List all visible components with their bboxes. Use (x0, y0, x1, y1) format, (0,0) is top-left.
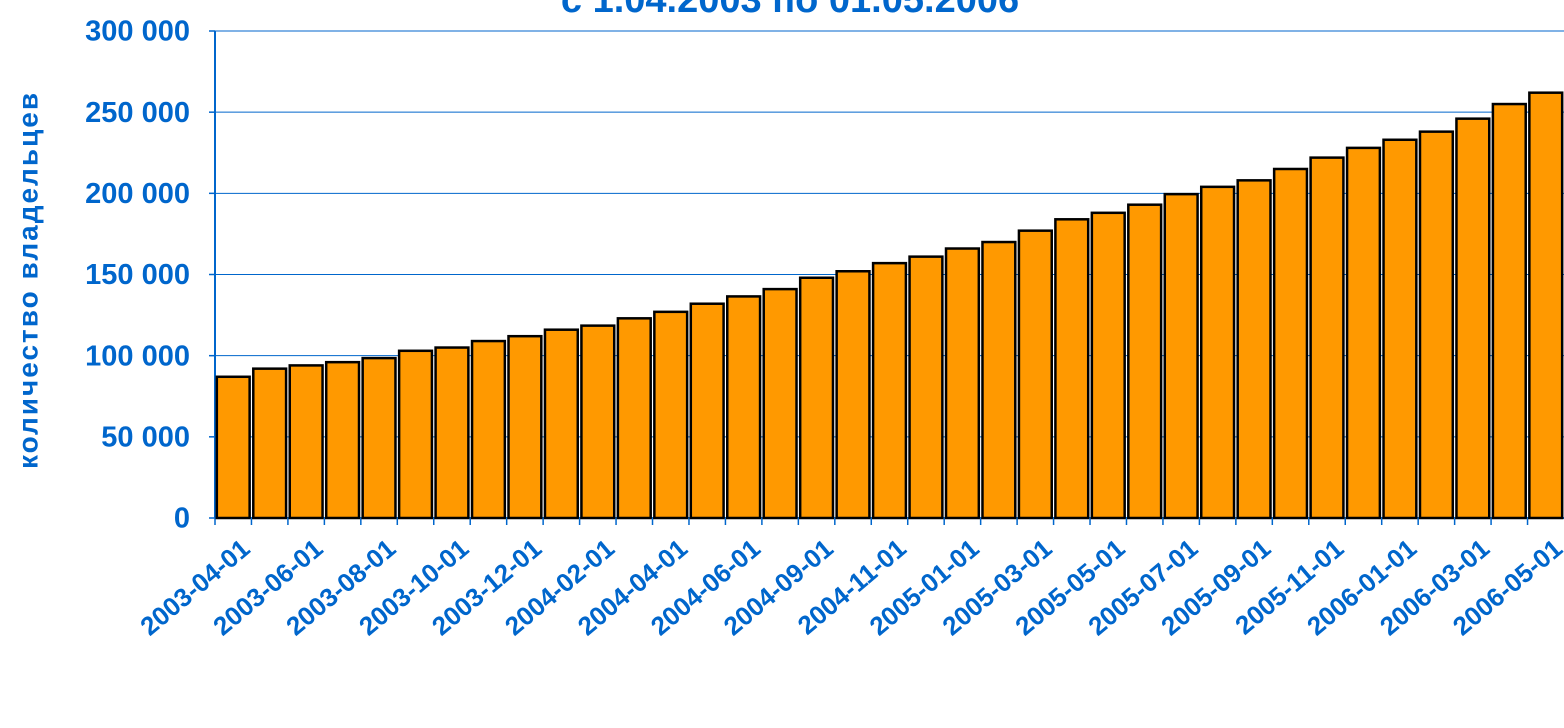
bar (252, 367, 288, 520)
bar (470, 339, 507, 520)
bar (798, 276, 835, 520)
bar (507, 334, 543, 520)
chart-title: с 1.04.2003 по 01.05.2006 (561, 0, 1019, 21)
bar (1199, 185, 1236, 520)
bar (1090, 211, 1126, 520)
bar (434, 346, 470, 520)
bar (653, 310, 689, 520)
bar (361, 356, 397, 520)
y-tick-label: 100 000 (85, 340, 190, 372)
bar (1491, 102, 1527, 520)
bar (616, 317, 652, 520)
y-tick-label: 150 000 (85, 259, 190, 291)
y-tick-label: 300 000 (85, 16, 190, 48)
y-tick-label: 0 (174, 503, 190, 535)
bar (835, 270, 871, 520)
bar (762, 287, 798, 520)
bar (1528, 91, 1564, 520)
bar (1382, 138, 1418, 520)
bar (1345, 146, 1382, 520)
bar (324, 360, 361, 520)
bar (1127, 203, 1163, 520)
bar (1455, 117, 1491, 520)
y-tick-label: 200 000 (85, 178, 190, 210)
bar (908, 255, 944, 520)
bar (580, 324, 616, 520)
bar (288, 364, 324, 520)
bar (397, 349, 434, 520)
y-tick-label: 250 000 (85, 97, 190, 129)
y-tick-label: 50 000 (101, 421, 190, 453)
bar (726, 295, 762, 520)
bar (1309, 156, 1345, 520)
bar (1163, 192, 1199, 520)
bar (1017, 229, 1053, 520)
bar (981, 240, 1017, 520)
bar (215, 375, 251, 520)
bar (543, 328, 580, 520)
bar (871, 261, 908, 520)
bar (1054, 218, 1090, 520)
bar (944, 247, 981, 520)
bar (1272, 167, 1309, 520)
bar (689, 302, 725, 520)
y-axis-label: количество владельцев (12, 91, 43, 469)
bar (1418, 130, 1455, 520)
bar (1236, 179, 1272, 520)
